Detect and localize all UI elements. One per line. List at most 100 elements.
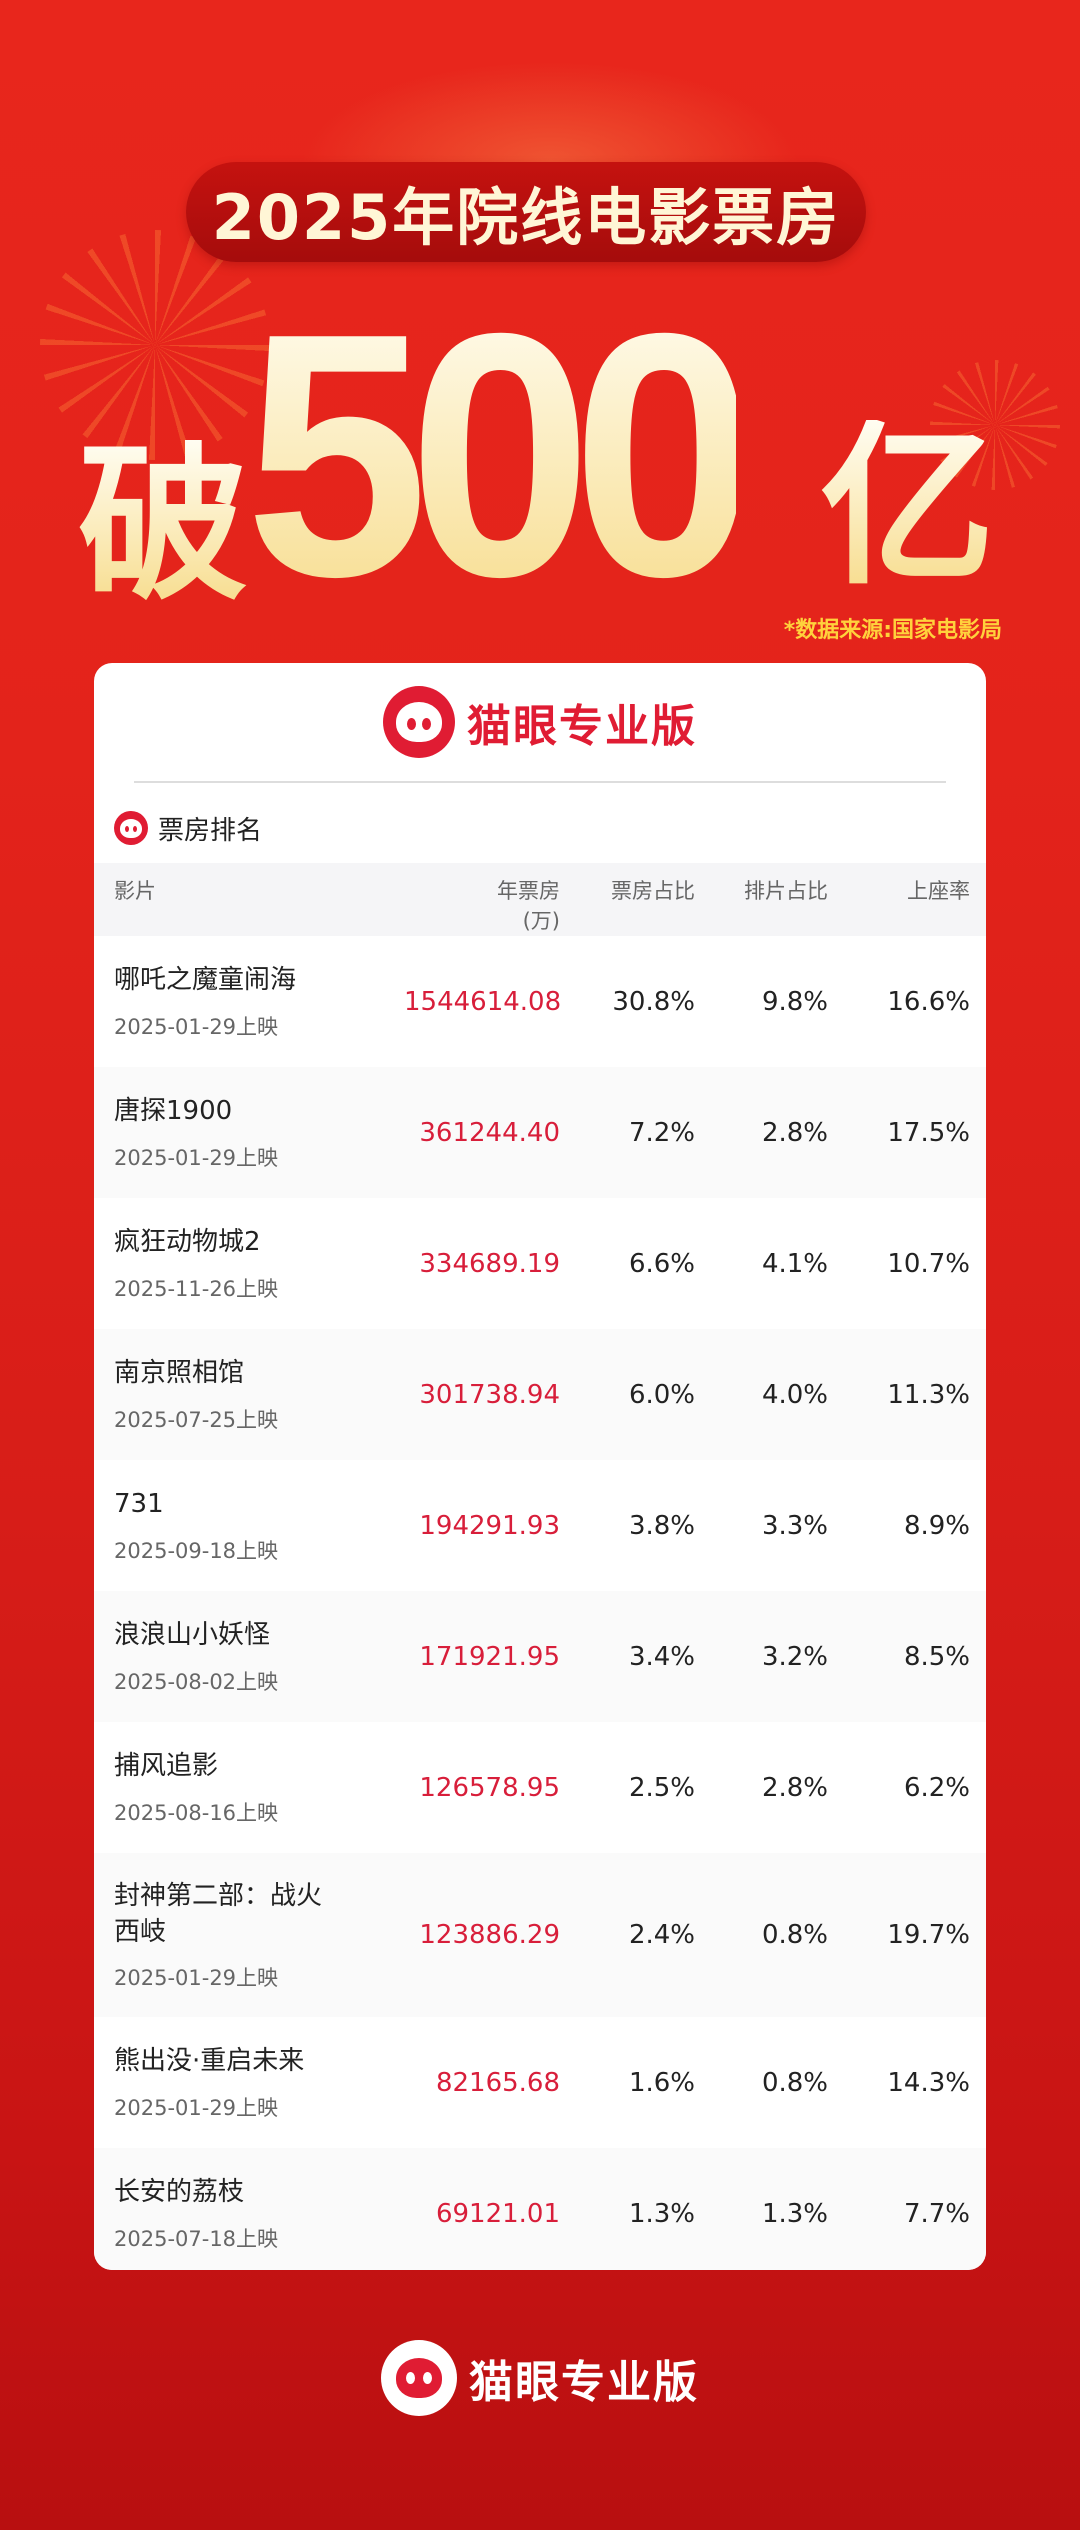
film-name: 捕风追影 [114, 1751, 219, 1782]
release-date: 2025-08-02上映 [114, 1669, 279, 1694]
film-name: 731 [114, 1489, 164, 1520]
box-office: 69121.01 [435, 2198, 560, 2229]
film-cell: 捕风追影 2025-08-16上映 [114, 1748, 404, 1826]
film-cell: 封神第二部：战火西岐 2025-01-29上映 [114, 1878, 404, 1993]
col-box-office-label: 年票房 [497, 879, 560, 903]
film-name: 南京照相馆 [114, 1358, 245, 1389]
col-box-office: 年票房 (万) [404, 875, 560, 936]
screening-share: 2.8% [761, 1117, 828, 1148]
box-share: 3.4% [628, 1641, 695, 1672]
table-row[interactable]: 哪吒之魔童闹海 2025-01-29上映 1544614.08 30.8% 9.8… [94, 936, 986, 1067]
table-row[interactable]: 捕风追影 2025-08-16上映 126578.95 2.5% 2.8% 6.2… [94, 1722, 986, 1853]
occupancy: 8.9% [903, 1510, 970, 1541]
release-date: 2025-07-18上映 [114, 2226, 279, 2251]
film-name: 哪吒之魔童闹海 [114, 965, 297, 996]
film-cell: 疯狂动物城2 2025-11-26上映 [114, 1224, 404, 1302]
film-cell: 长安的荔枝 2025-07-18上映 [114, 2174, 404, 2252]
film-name: 封神第二部：战火西岐 [114, 1880, 323, 1947]
film-cell: 南京照相馆 2025-07-25上映 [114, 1355, 404, 1433]
screening-share: 4.0% [761, 1379, 828, 1410]
screening-share: 3.3% [761, 1510, 828, 1541]
screening-share: 1.3% [761, 2198, 828, 2229]
screening-share: 2.8% [761, 1772, 828, 1803]
col-occupancy: 上座率 [907, 879, 970, 903]
release-date: 2025-11-26上映 [114, 1276, 279, 1301]
release-date: 2025-01-29上映 [114, 1966, 279, 1991]
section-title: 票房排名 [158, 815, 263, 846]
footer-brand: 猫眼专业版 [0, 2340, 1080, 2416]
box-office: 82165.68 [435, 2067, 560, 2098]
box-office: 194291.93 [419, 1510, 560, 1541]
release-date: 2025-07-25上映 [114, 1407, 279, 1432]
screening-share: 4.1% [761, 1248, 828, 1279]
col-film: 影片 [114, 879, 156, 903]
box-office: 301738.94 [419, 1379, 560, 1410]
film-cell: 哪吒之魔童闹海 2025-01-29上映 [114, 962, 404, 1040]
table-row[interactable]: 731 2025-09-18上映 194291.93 3.8% 3.3% 8.9% [94, 1460, 986, 1591]
footer-brand-name: 猫眼专业版 [469, 2357, 699, 2408]
hero-prefix: 破 [78, 426, 249, 624]
film-name: 浪浪山小妖怪 [114, 1620, 271, 1651]
box-office: 1544614.08 [404, 986, 562, 1017]
film-name: 熊出没·重启未来 [114, 2046, 305, 2077]
table-row[interactable]: 浪浪山小妖怪 2025-08-02上映 171921.95 3.4% 3.2% 8… [94, 1591, 986, 1722]
box-share: 1.3% [628, 2198, 695, 2229]
box-office: 123886.29 [419, 1920, 560, 1950]
table-row[interactable]: 封神第二部：战火西岐 2025-01-29上映 123886.29 2.4% 0.… [94, 1853, 986, 2017]
box-office: 126578.95 [419, 1772, 560, 1803]
occupancy: 16.6% [887, 986, 970, 1017]
section-header: 票房排名 [94, 793, 986, 863]
box-share: 7.2% [628, 1117, 695, 1148]
cat-logo-icon [381, 2340, 457, 2416]
box-office: 361244.40 [419, 1117, 560, 1148]
release-date: 2025-09-18上映 [114, 1538, 279, 1563]
table-row[interactable]: 南京照相馆 2025-07-25上映 301738.94 6.0% 4.0% 11… [94, 1329, 986, 1460]
brand-header: 猫眼专业版 [94, 663, 986, 781]
occupancy: 8.5% [903, 1641, 970, 1672]
page-title: 2025年院线电影票房 [186, 162, 866, 262]
film-cell: 浪浪山小妖怪 2025-08-02上映 [114, 1617, 404, 1695]
hero-number: 500 [245, 260, 756, 649]
table-header: 影片 年票房 (万) 票房占比 排片占比 上座率 [94, 863, 986, 936]
divider [134, 781, 946, 783]
film-name: 疯狂动物城2 [114, 1227, 261, 1258]
box-share: 6.6% [628, 1248, 695, 1279]
firework-decoration [40, 230, 270, 460]
film-cell: 731 2025-09-18上映 [114, 1486, 404, 1564]
box-share: 3.8% [628, 1510, 695, 1541]
firework-decoration [930, 360, 1060, 490]
screening-share: 9.8% [761, 986, 828, 1017]
release-date: 2025-01-29上映 [114, 2095, 279, 2120]
box-office: 334689.19 [419, 1248, 560, 1279]
occupancy: 19.7% [887, 1920, 970, 1950]
film-name: 唐探1900 [114, 1096, 233, 1127]
occupancy: 6.2% [903, 1772, 970, 1803]
release-date: 2025-08-16上映 [114, 1800, 279, 1825]
film-name: 长安的荔枝 [114, 2177, 245, 2208]
hero-headline: 破 500 亿 [0, 281, 1080, 628]
film-cell: 熊出没·重启未来 2025-01-29上映 [114, 2043, 404, 2121]
cat-logo-icon [114, 811, 148, 845]
hero-suffix: 亿 [820, 406, 995, 609]
box-share: 2.5% [628, 1772, 695, 1803]
col-box-office-unit: (万) [522, 909, 560, 933]
ranking-card: 猫眼专业版 票房排名 影片 年票房 (万) 票房占比 排片占比 上座率 哪吒之魔童… [94, 663, 986, 2270]
col-box-share: 票房占比 [611, 879, 695, 903]
screening-share: 0.8% [761, 1920, 828, 1950]
table-row[interactable]: 熊出没·重启未来 2025-01-29上映 82165.68 1.6% 0.8% … [94, 2017, 986, 2148]
box-share: 1.6% [628, 2067, 695, 2098]
occupancy: 17.5% [887, 1117, 970, 1148]
box-share: 2.4% [628, 1920, 695, 1950]
screening-share: 3.2% [761, 1641, 828, 1672]
table-row[interactable]: 疯狂动物城2 2025-11-26上映 334689.19 6.6% 4.1% 1… [94, 1198, 986, 1329]
release-date: 2025-01-29上映 [114, 1145, 279, 1170]
cat-logo-icon [383, 686, 455, 758]
screening-share: 0.8% [761, 2067, 828, 2098]
table-row[interactable]: 长安的荔枝 2025-07-18上映 69121.01 1.3% 1.3% 7.7… [94, 2148, 986, 2270]
box-share: 6.0% [628, 1379, 695, 1410]
table-row[interactable]: 唐探1900 2025-01-29上映 361244.40 7.2% 2.8% 1… [94, 1067, 986, 1198]
box-office: 171921.95 [419, 1641, 560, 1672]
occupancy: 14.3% [887, 2067, 970, 2098]
box-share: 30.8% [612, 986, 695, 1017]
film-cell: 唐探1900 2025-01-29上映 [114, 1093, 404, 1171]
